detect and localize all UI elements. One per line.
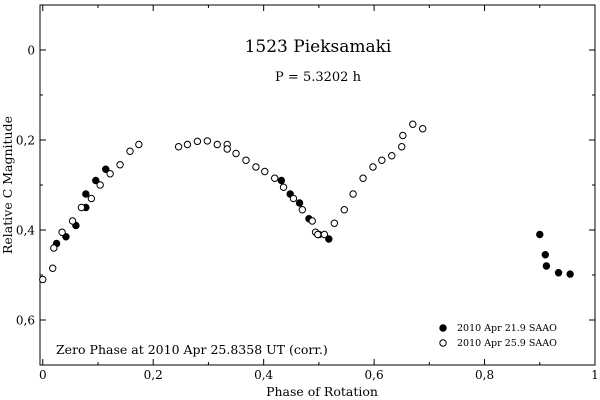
open-data-point — [232, 149, 240, 158]
open-data-point — [398, 143, 406, 151]
open-data-point — [87, 194, 96, 203]
open-data-point — [279, 183, 288, 191]
open-data-point — [126, 147, 134, 155]
open-data-point — [193, 137, 202, 146]
open-data-point — [203, 137, 212, 145]
open-data-point — [271, 174, 279, 182]
y-tick-label-2: 0,4 — [16, 224, 35, 238]
x-tick-label-1: 0,2 — [144, 368, 163, 382]
open-data-point — [116, 161, 124, 169]
open-data-point — [174, 143, 183, 151]
filled-data-point — [295, 199, 304, 207]
x-axis-label: Phase of Rotation — [266, 384, 378, 399]
x-tick-label-0: 0 — [39, 368, 47, 382]
open-data-point — [96, 181, 104, 189]
filled-data-point — [554, 269, 563, 277]
open-data-point — [409, 120, 417, 128]
open-data-point — [308, 217, 316, 225]
filled-data-point — [536, 230, 544, 239]
legend-marker-open — [439, 339, 447, 347]
filled-data-point — [566, 270, 574, 278]
y-tick-label-0: 0 — [27, 44, 35, 58]
filled-data-point — [277, 176, 286, 185]
filled-data-point — [325, 235, 333, 243]
open-data-point — [49, 264, 57, 272]
open-data-point — [242, 156, 250, 164]
open-data-point — [77, 203, 86, 212]
x-tick-label-2: 0,4 — [254, 368, 273, 382]
ticks-layer: 0 0,2 0,4 0,6 0,8 1 0 0,2 0,4 0,6 — [16, 4, 599, 382]
open-data-point — [39, 275, 47, 284]
legend: 2010 Apr 21.9 SAAO 2010 Apr 25.9 SAAO — [439, 323, 557, 349]
points-layer — [39, 120, 574, 284]
open-data-point — [320, 230, 329, 239]
open-data-point — [359, 174, 367, 182]
plot-frame — [39, 4, 596, 366]
open-data-point — [223, 145, 231, 153]
chart-title: 1523 Pieksamaki — [245, 37, 392, 57]
open-data-point — [378, 156, 386, 164]
x-tick-label-3: 0,6 — [365, 368, 384, 382]
open-data-point — [106, 170, 114, 178]
open-data-point — [419, 125, 427, 133]
filled-data-point — [82, 190, 90, 198]
y-tick-label-1: 0,2 — [16, 134, 35, 148]
open-data-point — [183, 140, 192, 149]
open-data-point — [369, 163, 377, 171]
open-data-point — [50, 244, 58, 252]
chart-subtitle: P = 5.3202 h — [275, 70, 362, 85]
open-data-point — [349, 190, 357, 198]
zero-phase-note: Zero Phase at 2010 Apr 25.8358 UT (corr.… — [56, 342, 328, 357]
open-data-point — [399, 131, 407, 140]
open-data-point — [330, 219, 339, 227]
filled-data-point — [542, 262, 551, 270]
y-axis-label: Relative C Magnitude — [0, 116, 15, 254]
open-data-point — [213, 140, 221, 149]
open-data-point — [289, 194, 298, 203]
legend-label-series-1: 2010 Apr 21.9 SAAO — [457, 323, 557, 334]
filled-data-point — [102, 165, 110, 173]
y-tick-label-3: 0,6 — [16, 314, 35, 328]
open-data-point — [261, 167, 269, 176]
open-data-point — [298, 206, 307, 214]
x-tick-label-5: 1 — [591, 368, 599, 382]
open-data-point — [314, 230, 322, 239]
open-data-point — [68, 217, 77, 225]
filled-data-point — [92, 176, 100, 185]
open-data-point — [58, 228, 66, 236]
filled-data-point — [541, 251, 549, 259]
legend-marker-filled — [439, 324, 447, 332]
open-data-point — [135, 140, 143, 149]
x-tick-label-4: 0,8 — [475, 368, 494, 382]
legend-label-series-2: 2010 Apr 25.9 SAAO — [457, 338, 557, 349]
open-data-point — [252, 163, 260, 171]
open-data-point — [388, 152, 396, 160]
open-data-point — [340, 206, 348, 214]
